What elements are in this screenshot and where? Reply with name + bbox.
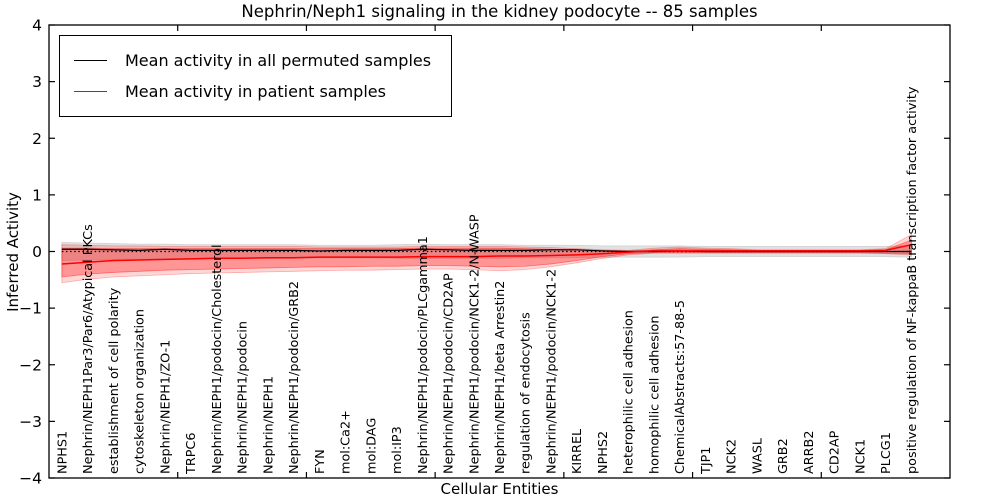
category-label: Nephrin/NEPH1: [261, 376, 276, 474]
legend-label-patient: Mean activity in patient samples: [125, 82, 386, 101]
category-label: KIRREL: [570, 428, 585, 474]
category-label: NCK1: [853, 439, 868, 474]
y-tick-label: −4: [19, 470, 42, 488]
legend-label-permuted: Mean activity in all permuted samples: [125, 51, 432, 70]
y-tick-label: 0: [32, 243, 42, 261]
y-tick-label: 2: [32, 130, 42, 148]
patient-line-swatch: [74, 91, 107, 92]
category-label: mol:Ca2+: [339, 410, 354, 474]
y-tick-label: −2: [19, 356, 42, 374]
category-label: TJP1: [699, 447, 714, 475]
category-label: GRB2: [776, 438, 791, 474]
category-label: Nephrin/NEPH1/podocin/Cholesterol: [210, 244, 225, 474]
y-axis-label: Inferred Activity: [4, 192, 22, 312]
permuted-line-swatch: [74, 60, 107, 61]
category-label: Nephrin/NEPH1/podocin/CD2AP: [442, 273, 457, 474]
band-patient-spread-outer: [61, 233, 912, 284]
chart-title: Nephrin/Neph1 signaling in the kidney po…: [241, 2, 758, 21]
category-label: Nephrin/NEPH1/podocin/GRB2: [287, 281, 302, 474]
category-label: Nephrin/NEPH1/podocin/NCK1-2: [544, 269, 559, 474]
series-line-patient: [61, 243, 912, 265]
category-label: Nephrin/NEPH1/ZO-1: [158, 340, 173, 474]
category-label: ChemicalAbstracts:57-88-5: [673, 300, 688, 474]
legend-entry-patient: Mean activity in patient samples: [74, 76, 431, 107]
category-label: NPHS2: [596, 431, 611, 474]
category-label: Nephrin/NEPH1/podocin/PLCgamma1: [416, 236, 431, 474]
category-label: establishment of cell polarity: [107, 287, 122, 474]
category-label: Nephrin/NEPH1/podocin: [236, 321, 251, 474]
category-label: Nephrin/NEPH1Par3/Par6/Atypical PKCs: [81, 224, 96, 474]
y-tick-label: −1: [19, 300, 42, 318]
category-label: WASL: [750, 437, 765, 474]
y-tick-label: −3: [19, 413, 42, 431]
category-label: ARRB2: [802, 431, 817, 474]
band-patient-spread-inner: [61, 239, 912, 278]
y-tick-label: 1: [32, 186, 42, 204]
legend: Mean activity in all permuted samples Me…: [59, 35, 453, 117]
category-label: Nephrin/NEPH1/beta Arrestin2: [493, 281, 508, 474]
y-tick-label: 4: [32, 17, 42, 35]
category-label: FYN: [313, 449, 328, 474]
category-label: PLCG1: [879, 432, 894, 474]
category-label: positive regulation of NF-kappaB transcr…: [905, 86, 920, 474]
category-label: mol:IP3: [390, 426, 405, 474]
category-label: regulation of endocytosis: [519, 312, 534, 474]
category-label: TRPC6: [184, 432, 199, 475]
category-label: mol:DAG: [364, 418, 379, 474]
category-label: cytoskeleton organization: [133, 309, 148, 474]
category-label: NPHS1: [55, 431, 70, 474]
category-label: CD2AP: [828, 430, 843, 474]
category-label: NCK2: [725, 439, 740, 474]
category-label: Nephrin/NEPH1/podocin/NCK1-2/N-WASP: [467, 214, 482, 474]
category-label: heterophilic cell adhesion: [622, 310, 637, 474]
category-label: homophilic cell adhesion: [647, 316, 662, 474]
x-axis-label: Cellular Entities: [440, 480, 559, 498]
y-tick-label: 3: [32, 73, 42, 91]
legend-entry-permuted: Mean activity in all permuted samples: [74, 45, 431, 76]
